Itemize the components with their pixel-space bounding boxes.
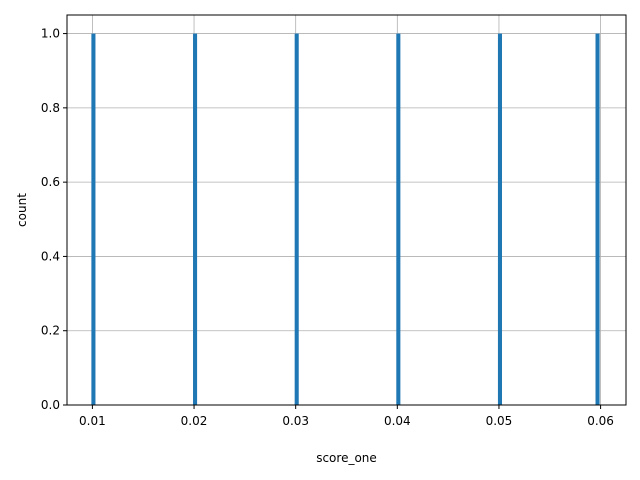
bars [91, 33, 600, 405]
y-tick-label: 0.2 [41, 324, 60, 338]
y-tick-label: 0.8 [41, 101, 60, 115]
histogram-bar [91, 33, 96, 405]
y-axis-ticks: 0.0 0.2 0.4 0.6 0.8 1.0 [41, 27, 67, 412]
x-tick-label: 0.01 [79, 414, 106, 428]
y-tick-label: 1.0 [41, 27, 60, 41]
x-tick-label: 0.02 [181, 414, 208, 428]
y-axis-label: count [15, 193, 29, 227]
x-tick-label: 0.03 [282, 414, 309, 428]
y-tick-label: 0.4 [41, 249, 60, 263]
histogram-bar [294, 33, 299, 405]
histogram-bar [396, 33, 401, 405]
histogram-bar [193, 33, 198, 405]
x-tick-label: 0.05 [486, 414, 513, 428]
x-tick-label: 0.04 [384, 414, 411, 428]
axes-frame [66, 14, 627, 406]
histogram-bar [497, 33, 503, 405]
y-tick-label: 0.0 [41, 398, 60, 412]
x-tick-label: 0.06 [587, 414, 614, 428]
x-axis-label: score_one [316, 451, 377, 465]
histogram-bar [595, 33, 600, 405]
y-tick-label: 0.6 [41, 175, 60, 189]
x-axis-ticks: 0.01 0.02 0.03 0.04 0.05 0.06 [79, 405, 614, 428]
